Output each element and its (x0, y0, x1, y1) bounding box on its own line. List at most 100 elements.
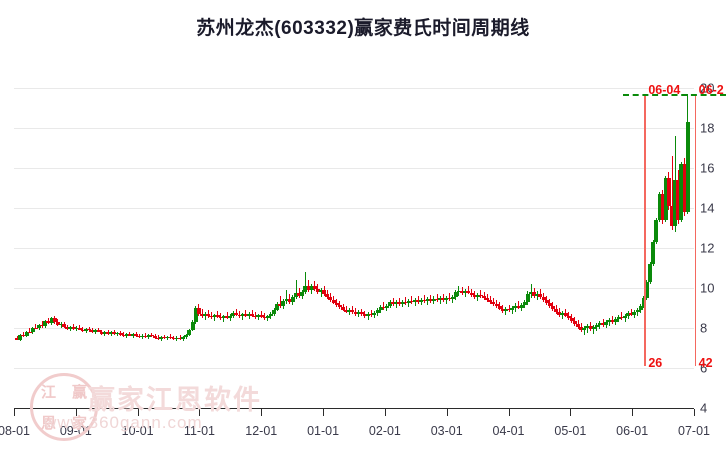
candle-body (15, 338, 20, 340)
candle-body (525, 294, 530, 303)
candle-body (40, 324, 45, 327)
candle-body (344, 309, 349, 312)
candle-body (444, 297, 449, 300)
candle-wick (612, 315, 614, 324)
candle-body (648, 264, 653, 282)
candle-body (90, 330, 95, 332)
candle-wick (257, 314, 259, 321)
candle-body (569, 318, 574, 321)
candle-wick (411, 296, 413, 304)
candle-body (670, 206, 675, 226)
candle-body (626, 313, 631, 316)
page-title: 苏州龙杰(603332)赢家费氏时间周期线 (196, 18, 530, 39)
candle-body (212, 314, 217, 318)
candle-wick (41, 321, 43, 328)
candle-body (300, 292, 305, 296)
candle-body (529, 292, 534, 294)
candlestick-plot[interactable] (14, 88, 694, 409)
high-price-line (622, 94, 726, 96)
candle-body (679, 164, 684, 220)
candle-body (149, 335, 154, 337)
candle-body (685, 122, 690, 212)
candle-body (33, 328, 38, 330)
candle-body (579, 326, 584, 330)
candle-body (115, 333, 120, 335)
candle-body (156, 337, 161, 339)
gridline (14, 128, 694, 129)
candle-body (403, 301, 408, 304)
candle-wick (254, 312, 256, 319)
candle-body (253, 315, 258, 318)
candle-wick (145, 333, 147, 338)
candle-body (294, 292, 299, 297)
candle-body (472, 294, 477, 297)
candle-body (247, 314, 252, 316)
candle-wick (417, 295, 419, 304)
candle-body (460, 290, 465, 294)
candle-body (225, 316, 230, 318)
candle-body (109, 332, 114, 334)
candle-body (121, 334, 126, 336)
candle-body (221, 316, 226, 319)
candle-body (566, 315, 571, 318)
candle-body (49, 318, 54, 324)
candle-body (369, 313, 374, 316)
candle-body (127, 334, 132, 336)
candle-body (359, 312, 364, 315)
candle-body (319, 290, 324, 293)
candle-body (372, 312, 377, 316)
candle-body (218, 316, 223, 319)
candle-wick (245, 310, 247, 318)
candle-body (331, 300, 336, 303)
candle-body (309, 285, 314, 290)
candle-wick (239, 311, 241, 318)
candle-body (215, 314, 220, 317)
candle-body (303, 286, 308, 292)
candle-body (519, 305, 524, 308)
candle-body (178, 337, 183, 339)
candle-wick (60, 322, 62, 329)
candle-wick (383, 302, 385, 310)
gridline (14, 88, 694, 89)
candle-body (635, 310, 640, 313)
candle-body (441, 298, 446, 300)
candle-body (510, 308, 515, 311)
candle-body (488, 300, 493, 303)
candle-body (550, 306, 555, 310)
candle-body (594, 325, 599, 328)
candle-wick (436, 294, 438, 302)
candle-wick (204, 312, 206, 320)
candle-body (538, 293, 543, 298)
candle-wick (264, 313, 266, 320)
x-axis-tick-label: 03-01 (430, 424, 463, 438)
candle-body (591, 327, 596, 330)
candle-body (143, 335, 148, 337)
candle-body (240, 314, 245, 317)
candle-body (478, 294, 483, 297)
candle-body (503, 308, 508, 311)
gridline (14, 368, 694, 369)
candle-wick (561, 310, 563, 320)
x-axis-tick (137, 409, 139, 416)
candle-wick (226, 312, 228, 320)
candle-body (572, 320, 577, 324)
candle-body (168, 336, 173, 338)
candle-body (137, 336, 142, 338)
candle-body (623, 316, 628, 319)
candle-body (171, 338, 176, 340)
candle-body (306, 286, 311, 290)
candle-wick (82, 327, 84, 332)
fib-index-label: 42 (698, 356, 713, 370)
candle-body (644, 282, 649, 298)
candle-wick (304, 272, 306, 294)
candle-body (231, 312, 236, 316)
candle-body (68, 326, 73, 329)
candle-wick (201, 308, 203, 318)
y-axis-tick-label: 12 (700, 240, 715, 256)
candle-wick (671, 156, 673, 230)
candle-body (27, 332, 32, 334)
candle-body (62, 323, 67, 328)
candle-body (435, 298, 440, 301)
x-axis-tick (508, 409, 510, 416)
candle-body (554, 309, 559, 312)
